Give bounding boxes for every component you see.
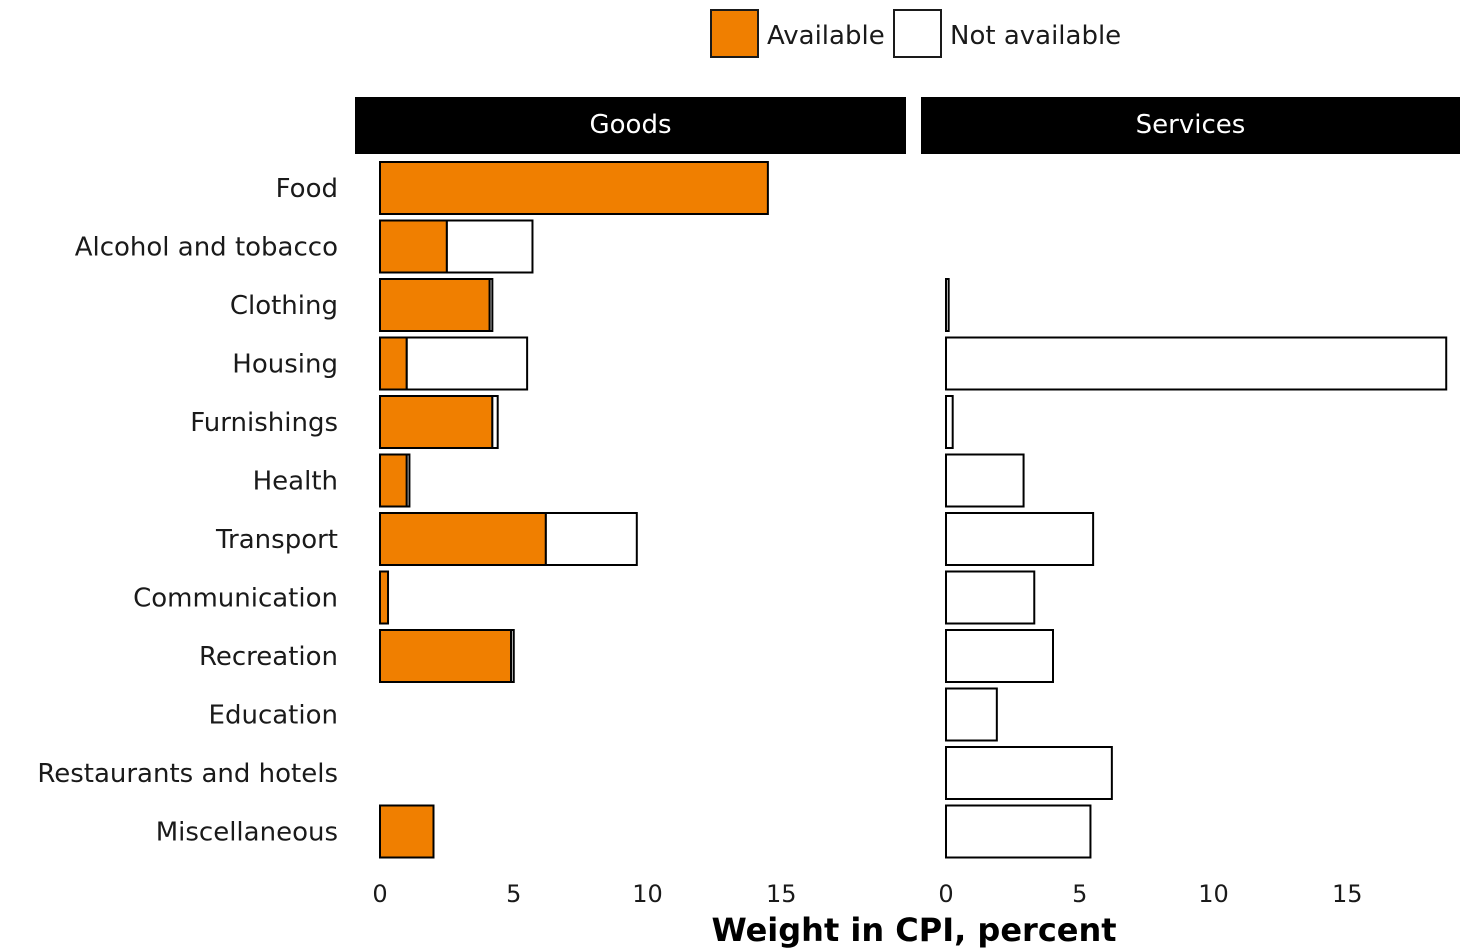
category-label-restaurants-and-hotels: Restaurants and hotels <box>37 759 338 789</box>
bar-goods-transport-available <box>379 512 547 566</box>
bar-goods-alcohol-and-tobacco-available <box>379 219 448 274</box>
x-axis-label: Weight in CPI, percent <box>711 911 1116 949</box>
bar-goods-clothing-not-available <box>488 278 494 332</box>
legend-label-not-available: Not available <box>950 21 1121 51</box>
panels: Goods 0 5 10 15 Services 0 5 10 15 <box>355 97 1460 908</box>
x-tick-services-15: 15 <box>1332 880 1363 908</box>
category-label-education: Education <box>209 701 338 731</box>
category-label-recreation: Recreation <box>199 642 338 672</box>
bar-services-housing-not-available <box>945 336 1448 391</box>
bar-goods-furnishings-available <box>379 395 494 449</box>
strip-goods <box>355 97 906 154</box>
category-label-communication: Communication <box>133 584 338 614</box>
bar-services-miscellaneous-not-available <box>945 804 1092 859</box>
bar-goods-recreation-not-available <box>510 629 515 683</box>
category-label-furnishings: Furnishings <box>190 408 338 438</box>
category-label-health: Health <box>253 467 338 497</box>
category-label-transport: Transport <box>215 525 338 555</box>
x-tick-goods-10: 10 <box>632 880 663 908</box>
panel-goods: Goods 0 5 10 15 <box>355 97 906 908</box>
x-tick-goods-15: 15 <box>766 880 797 908</box>
bar-services-furnishings-not-available <box>945 395 954 449</box>
bar-goods-transport-not-available <box>544 512 638 566</box>
bar-services-restaurants-and-hotels-not-available <box>945 746 1113 800</box>
bar-goods-food-available <box>379 161 769 215</box>
bar-goods-housing-not-available <box>405 336 529 391</box>
legend: Available Not available <box>710 9 1121 58</box>
legend-key-not-available <box>893 9 942 58</box>
bar-services-health-not-available <box>945 453 1025 508</box>
bar-goods-alcohol-and-tobacco-not-available <box>445 219 534 274</box>
category-label-housing: Housing <box>232 350 338 380</box>
strip-title-services: Services <box>1136 110 1246 140</box>
category-label-miscellaneous: Miscellaneous <box>156 818 338 848</box>
bar-goods-housing-available <box>379 336 408 391</box>
bar-goods-clothing-available <box>379 278 491 332</box>
x-tick-services-0: 0 <box>938 880 953 908</box>
x-tick-services-10: 10 <box>1198 880 1229 908</box>
category-label-food: Food <box>276 174 338 204</box>
strip-services <box>921 97 1460 154</box>
category-labels: Food Alcohol and tobacco Clothing Housing Fu… <box>37 174 338 848</box>
bar-goods-communication-available <box>379 570 390 625</box>
bar-goods-health-available <box>379 453 408 508</box>
bar-services-transport-not-available <box>945 512 1095 566</box>
bar-services-recreation-not-available <box>945 629 1054 683</box>
panel-services: Services 0 5 10 15 <box>921 97 1460 908</box>
bar-goods-miscellaneous-available <box>379 804 435 859</box>
legend-label-available: Available <box>767 21 885 51</box>
bar-goods-health-not-available <box>405 453 411 508</box>
x-tick-goods-0: 0 <box>372 880 387 908</box>
category-label-clothing: Clothing <box>230 291 338 321</box>
legend-key-available <box>710 9 759 58</box>
bar-services-clothing-not-available <box>945 278 950 332</box>
bar-goods-furnishings-not-available <box>491 395 499 449</box>
bar-goods-recreation-available <box>379 629 513 683</box>
category-label-alcohol-and-tobacco: Alcohol and tobacco <box>75 233 338 263</box>
strip-title-goods: Goods <box>589 110 671 140</box>
x-tick-goods-5: 5 <box>506 880 521 908</box>
bar-services-communication-not-available <box>945 570 1036 625</box>
x-tick-services-5: 5 <box>1072 880 1087 908</box>
bar-services-education-not-available <box>945 687 998 742</box>
